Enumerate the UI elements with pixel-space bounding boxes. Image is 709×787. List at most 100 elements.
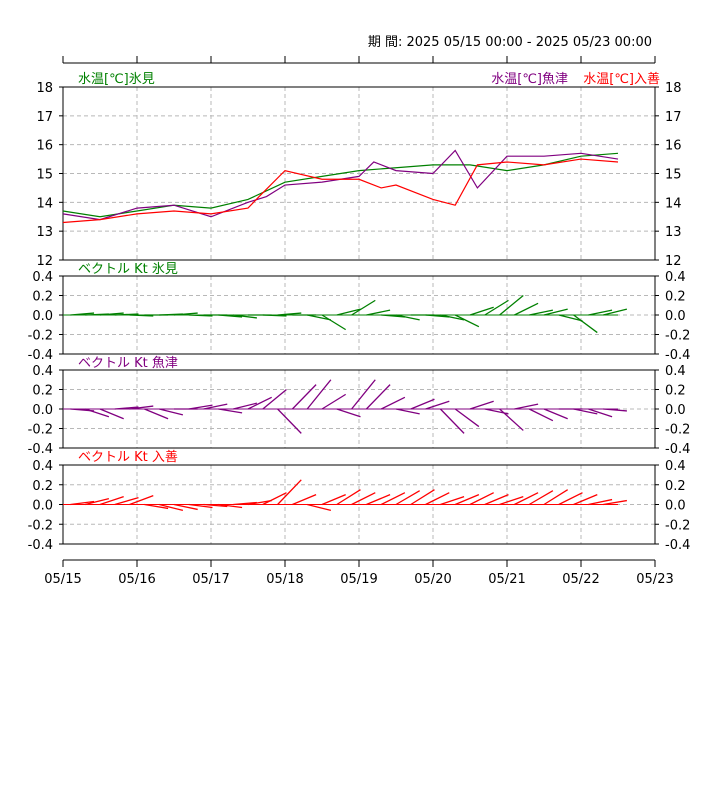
vector-stick xyxy=(558,314,583,322)
vector-stick xyxy=(603,308,628,316)
y-tick-label-right: -0.2 xyxy=(665,423,690,438)
vector-stick xyxy=(425,400,450,410)
vector-stick xyxy=(469,306,494,316)
y-tick-label-left: 0.2 xyxy=(32,384,53,399)
y-tick-label-right: 13 xyxy=(665,225,682,240)
y-tick-label-left: 0.4 xyxy=(32,459,53,474)
vector-stick xyxy=(99,408,124,420)
y-tick-label-left: 0.0 xyxy=(32,309,53,324)
vector-stick xyxy=(469,400,494,410)
vector-stick xyxy=(218,408,243,414)
vector-stick xyxy=(573,314,598,334)
y-tick-label-left: 12 xyxy=(36,254,53,269)
top-time-axis xyxy=(62,56,656,64)
vector-stick xyxy=(351,379,376,410)
series-line xyxy=(62,158,619,224)
y-tick-label-left: 15 xyxy=(36,168,53,183)
vector-stick xyxy=(173,503,198,511)
x-tick-label: 05/15 xyxy=(44,572,81,587)
y-tick-label-right: 0.2 xyxy=(665,384,686,399)
vector-stick xyxy=(365,384,391,410)
vector-stick xyxy=(440,314,465,321)
vector-stick xyxy=(499,495,524,506)
vector-stick xyxy=(499,294,524,316)
period-label: 期 間: 2025 05/15 00:00 - 2025 05/23 00:00 xyxy=(368,35,652,50)
y-tick-label-left: -0.2 xyxy=(28,423,53,438)
vector-stick xyxy=(336,489,361,506)
vector-stick xyxy=(321,393,347,410)
bottom-time-axis: 05/15 05/16 05/17 05/18 05/19 05/20 05/21 05/22… xyxy=(44,559,674,587)
vector-stick xyxy=(499,408,524,431)
vector-himi-panel: ベクトル Kt 氷見 0.4 0.4 0.2 0.2 0.0 0.0 -0.2 -0.2 -0.… xyxy=(28,262,691,363)
vector-stick xyxy=(144,503,169,510)
vector-stick xyxy=(321,314,347,331)
y-tick-label-right: 0.0 xyxy=(665,403,686,418)
vector-stick xyxy=(558,492,583,506)
y-tick-label-right: 15 xyxy=(665,168,682,183)
y-tick-label-right: -0.2 xyxy=(665,329,690,344)
vector-stick xyxy=(425,492,450,506)
vector-uozu-panel: ベクトル Kt 魚津 0.4 0.4 0.2 0.2 0.0 0.0 -0.2 -0.2 -0.… xyxy=(28,356,691,457)
y-tick-label-left: -0.4 xyxy=(28,348,53,363)
vector-stick xyxy=(84,408,110,418)
vector-stick xyxy=(336,308,361,316)
y-tick-label-right: -0.4 xyxy=(665,442,690,457)
vector-stick xyxy=(440,495,465,506)
vector-stick xyxy=(484,299,509,316)
y-tick-label-right: 18 xyxy=(665,81,682,96)
vector-stick xyxy=(588,498,613,506)
vector-stick xyxy=(514,302,539,316)
x-tick-label: 05/19 xyxy=(340,572,377,587)
vector-stick xyxy=(159,503,184,512)
y-tick-label-right: 0.2 xyxy=(665,479,686,494)
plot-frame xyxy=(62,86,656,261)
x-tick-label: 05/23 xyxy=(636,572,673,587)
vector-stick xyxy=(247,396,272,410)
vector-stick xyxy=(262,492,287,506)
vector-stick xyxy=(336,408,361,418)
vector-stick xyxy=(454,408,480,428)
y-tick-label-right: 0.4 xyxy=(665,270,686,285)
vector-stick xyxy=(351,492,376,506)
x-tick-label: 05/21 xyxy=(488,572,525,587)
y-tick-label-left: 0.0 xyxy=(32,403,53,418)
vector-stick xyxy=(588,408,613,418)
vector-himi-title: ベクトル Kt 氷見 xyxy=(78,262,178,277)
vector-stick xyxy=(603,499,627,506)
vector-stick xyxy=(277,479,302,505)
series-line xyxy=(62,149,619,221)
y-tick-label-left: -0.4 xyxy=(28,538,53,553)
vector-stick xyxy=(395,314,420,321)
vector-stick xyxy=(514,492,539,506)
x-tick-label: 05/22 xyxy=(562,572,599,587)
y-tick-label-right: 0.0 xyxy=(665,499,686,514)
y-tick-label-right: 12 xyxy=(665,254,682,269)
y-tick-label-right: -0.4 xyxy=(665,538,690,553)
vector-stick xyxy=(233,402,258,410)
y-tick-label-left: 0.2 xyxy=(32,290,53,305)
vector-stick xyxy=(144,408,169,420)
vector-stick xyxy=(543,308,568,316)
vector-nyuzen-panel: ベクトル Kt 入善 0.4 0.4 0.2 0.2 0.0 0.0 -0.2 -0.2 -0.… xyxy=(28,449,691,553)
vector-nyuzen-title: ベクトル Kt 入善 xyxy=(78,449,178,465)
vector-stick xyxy=(410,489,435,506)
vector-stick xyxy=(528,490,554,506)
y-tick-label-left: 0.2 xyxy=(32,479,53,494)
y-tick-label-right: 0.2 xyxy=(665,290,686,305)
vector-stick xyxy=(351,299,376,316)
x-tick-label: 05/18 xyxy=(266,572,303,587)
y-tick-label-left: -0.2 xyxy=(28,518,53,533)
y-tick-label-left: 14 xyxy=(36,196,53,211)
y-tick-label-right: 16 xyxy=(665,139,682,154)
vector-stick xyxy=(573,408,598,415)
vector-stick xyxy=(306,379,332,410)
vector-stick xyxy=(528,408,554,422)
x-tick-label: 05/16 xyxy=(118,572,155,587)
y-tick-label-left: 17 xyxy=(36,110,53,125)
vector-stick xyxy=(262,388,287,410)
vector-stick xyxy=(99,495,124,506)
vector-stick xyxy=(366,309,391,316)
y-tick-label-left: 18 xyxy=(36,81,53,96)
y-tick-label-right: -0.2 xyxy=(665,518,690,533)
vector-stick xyxy=(469,492,494,506)
